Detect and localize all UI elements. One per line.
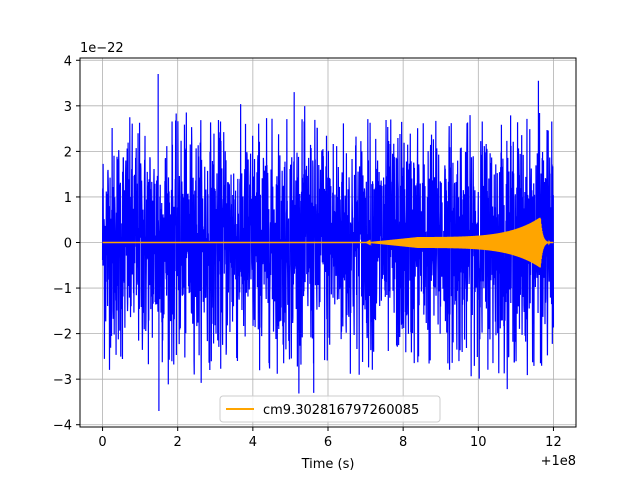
y-tick-label: −4 xyxy=(53,419,72,434)
x-tick-label: 0 xyxy=(98,435,106,450)
series-chirp xyxy=(102,217,554,268)
y-tick-label: 1 xyxy=(64,191,72,206)
legend-label-chirp: cm9.302816797260085 xyxy=(263,403,419,418)
legend-box xyxy=(219,395,441,423)
x-tick-label: 4 xyxy=(249,435,257,450)
series-noise xyxy=(101,73,555,412)
x-offset-label: +1e8 xyxy=(541,454,576,469)
y-tick-label: 3 xyxy=(64,100,72,115)
y-tick-label: 4 xyxy=(64,54,72,69)
y-tick-label: −2 xyxy=(53,328,72,343)
x-tick-label: 6 xyxy=(324,435,332,450)
x-tick-label: 2 xyxy=(174,435,182,450)
plot-area xyxy=(101,73,555,412)
y-tick-label: 0 xyxy=(64,237,72,252)
x-axis-label: Time (s) xyxy=(301,457,355,472)
x-tick-label: 10 xyxy=(470,435,487,450)
x-axis: 0 2 4 6 8 10 12 xyxy=(98,427,562,450)
legend: cm9.302816797260085 xyxy=(219,395,441,423)
y-tick-label: 2 xyxy=(64,145,72,160)
y-tick-label: −1 xyxy=(53,282,72,297)
y-scale-label: 1e−22 xyxy=(80,41,124,56)
y-axis: −4 −3 −2 −1 0 1 2 3 4 xyxy=(53,54,80,434)
y-tick-label: −3 xyxy=(53,373,72,388)
x-tick-label: 8 xyxy=(399,435,407,450)
x-tick-label: 12 xyxy=(545,435,562,450)
